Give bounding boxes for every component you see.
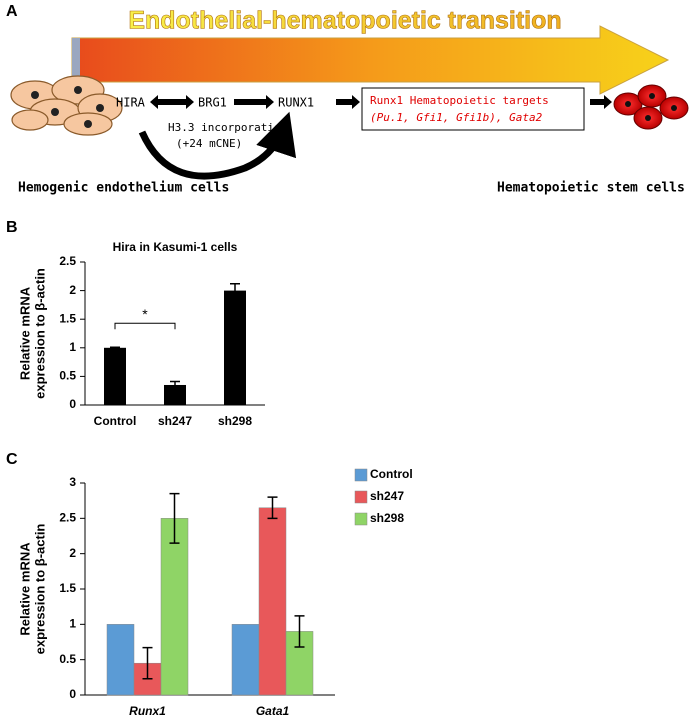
y-axis-label: expression to β-actin — [32, 268, 47, 399]
error-bar — [230, 282, 240, 299]
panel-label: A — [6, 3, 18, 20]
panel-label: C — [6, 451, 18, 468]
error-bar — [294, 615, 305, 648]
y-tick-label: 1.5 — [59, 311, 76, 325]
bar — [104, 347, 126, 405]
x-tick-label: Control — [94, 414, 137, 428]
chart-title: Hira in Kasumi-1 cells — [113, 240, 238, 254]
y-axis-label: expression to β-actin — [32, 524, 47, 655]
y-tick-label: 1.5 — [59, 581, 76, 595]
transition-arrow — [71, 25, 670, 95]
loop-label: (+24 mCNE) — [176, 137, 242, 150]
error-bar — [110, 346, 120, 350]
bar — [164, 384, 186, 405]
node-label: BRG1 — [198, 96, 227, 110]
bar — [106, 624, 135, 696]
y-tick-label: 3 — [69, 475, 76, 489]
node-label: RUNX1 — [278, 96, 314, 110]
legend-label: Control — [370, 467, 413, 481]
loop-label: H3.3 incorporation — [168, 121, 287, 134]
stem-cells — [613, 84, 689, 130]
double-arrow — [150, 95, 194, 109]
y-tick-label: 2 — [69, 546, 76, 560]
y-tick-label: 0 — [69, 687, 76, 701]
arrow — [234, 95, 274, 109]
targets-text: (Pu.1, Gfi1, Gfi1b), Gata2 — [370, 111, 543, 124]
node-label: HIRA — [116, 96, 146, 110]
x-tick-label: sh298 — [218, 414, 252, 428]
significance-bracket — [114, 322, 176, 330]
y-tick-label: 2 — [69, 283, 76, 297]
bar — [258, 507, 287, 696]
targets-text: Runx1 Hematopoietic targets — [370, 94, 549, 107]
x-tick-label: sh247 — [158, 414, 192, 428]
legend-label: sh298 — [370, 511, 404, 525]
panel-label: B — [6, 219, 18, 236]
error-bar — [169, 492, 180, 544]
y-axis-label: Relative mRNA — [17, 286, 32, 380]
arrow — [336, 95, 360, 109]
legend-label: sh247 — [370, 489, 404, 503]
error-bar — [170, 380, 180, 390]
endothelial-cells — [10, 75, 123, 136]
y-tick-label: 2.5 — [59, 254, 76, 268]
significance-label: * — [142, 306, 148, 322]
banner-title: Endothelial-hematopoietic transition — [128, 7, 561, 35]
y-tick-label: 2.5 — [59, 511, 76, 525]
y-tick-label: 0.5 — [59, 652, 76, 666]
bar — [160, 518, 189, 696]
y-axis-label: Relative mRNA — [17, 542, 32, 636]
error-bar — [142, 646, 153, 680]
x-tick-label: Gata1 — [256, 704, 290, 718]
legend-swatch — [354, 512, 368, 526]
end-label: Hematopoietic stem cells — [497, 181, 685, 196]
targets-box — [361, 87, 585, 131]
y-tick-label: 0 — [69, 397, 76, 411]
bar — [231, 624, 260, 696]
bar — [224, 290, 246, 405]
y-tick-label: 0.5 — [59, 369, 76, 383]
start-label: Hemogenic endothelium cells — [18, 181, 229, 196]
x-tick-label: Runx1 — [129, 704, 166, 718]
legend-swatch — [354, 468, 368, 482]
y-tick-label: 1 — [69, 617, 76, 631]
legend-swatch — [354, 490, 368, 504]
arrow-tail — [72, 38, 80, 82]
loop-arrow — [138, 111, 297, 180]
y-tick-label: 1 — [69, 340, 76, 354]
error-bar — [267, 496, 278, 520]
arrow — [590, 95, 612, 109]
